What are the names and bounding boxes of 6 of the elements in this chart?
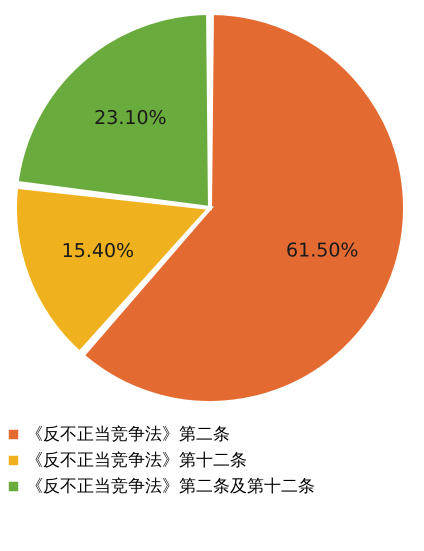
data-label: 23.10% (94, 107, 167, 130)
data-label: 15.40% (62, 240, 134, 262)
legend-label: 《反不正当竞争法》第二条及第十二条 (26, 476, 315, 496)
data-label: 61.50% (286, 239, 358, 262)
legend-label: 《反不正当竞争法》第十二条 (26, 450, 247, 470)
legend-label: 《反不正当竞争法》第二条 (26, 424, 230, 444)
